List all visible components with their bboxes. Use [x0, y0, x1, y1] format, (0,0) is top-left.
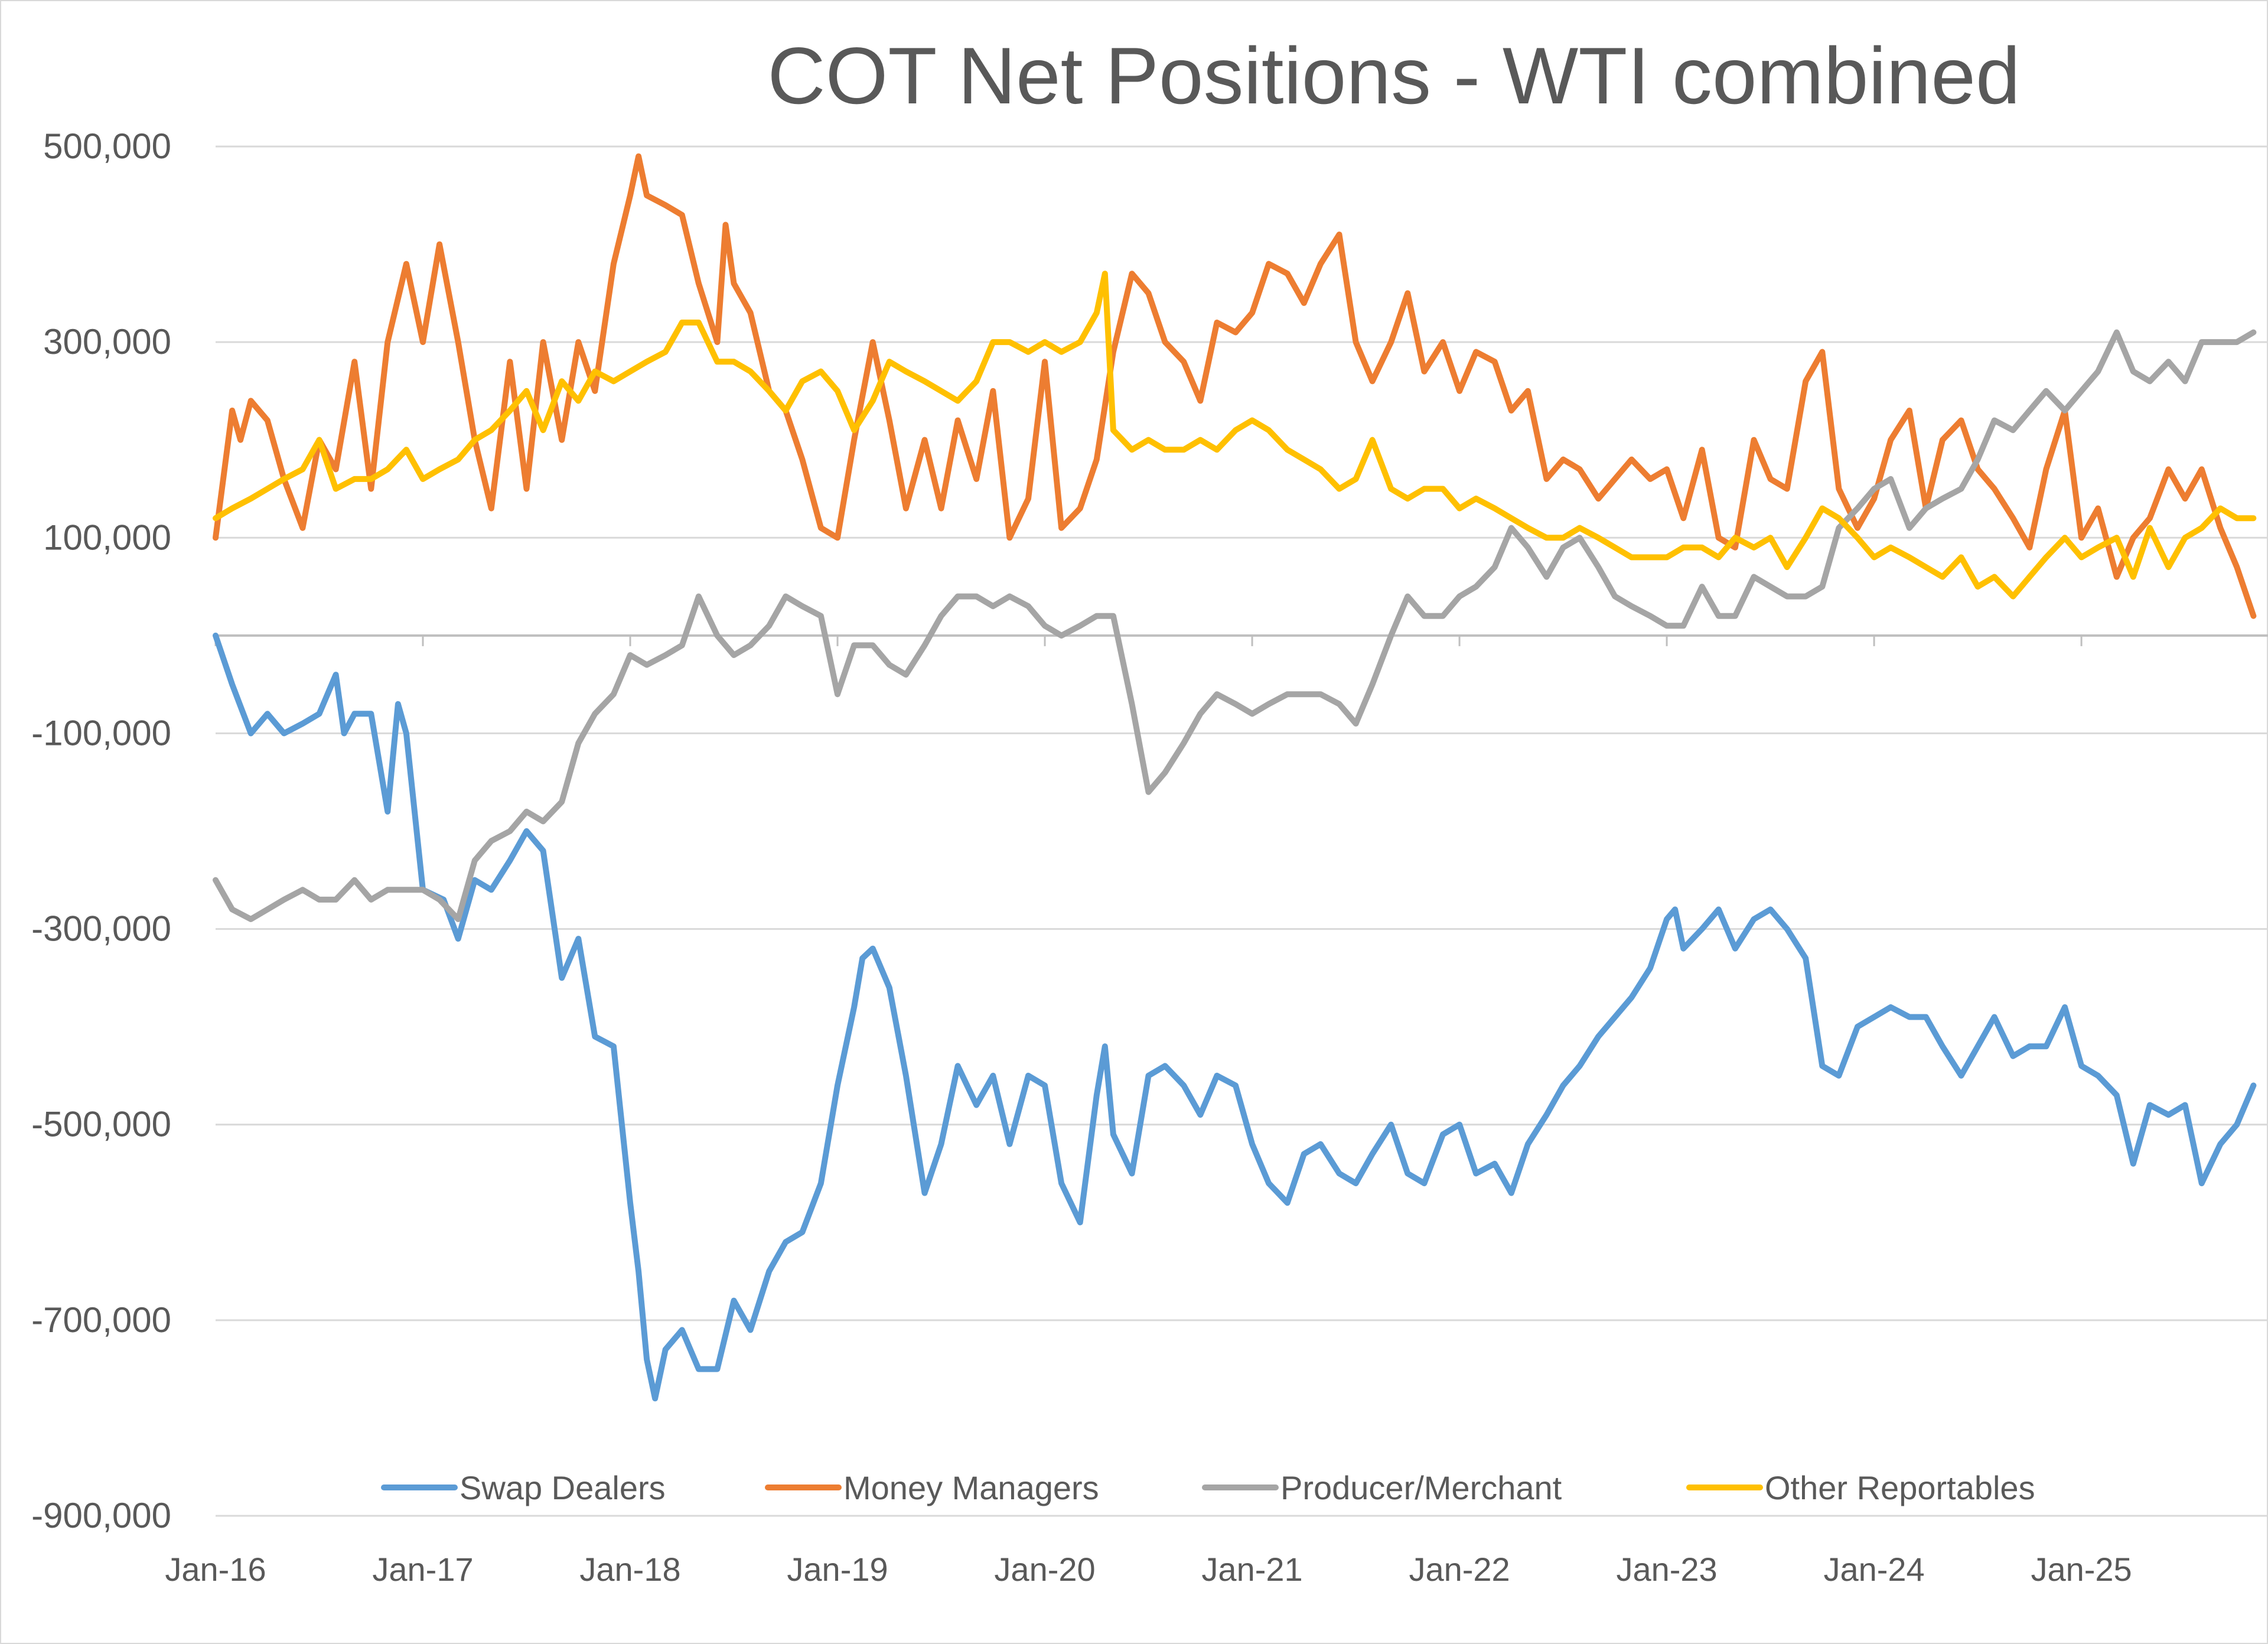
- gridlines: [214, 145, 2268, 1517]
- x-tick-label: Jan-23: [1616, 1551, 1717, 1588]
- x-tick-label: Jan-18: [579, 1551, 680, 1588]
- x-tick-label: Jan-25: [2031, 1551, 2132, 1588]
- legend-label: Money Managers: [843, 1469, 1099, 1506]
- y-axis: 500,000 300,000 100,000 -100,000 -300,000 -50…: [31, 126, 171, 1535]
- y-tick-label: -500,000: [31, 1105, 171, 1144]
- x-tick-label: Jan-24: [1823, 1551, 1924, 1588]
- legend-item: Other Reportables: [1686, 1469, 2035, 1506]
- y-tick-label: -700,000: [31, 1300, 171, 1340]
- x-tick-label: Jan-19: [787, 1551, 888, 1588]
- chart-title: COT Net Positions - WTI combined: [767, 31, 2020, 121]
- legend: Swap Dealers Money Managers Producer/Merch…: [381, 1469, 2035, 1506]
- y-tick-label: -300,000: [31, 909, 171, 949]
- series-line-swap-dealers: [213, 632, 2257, 1402]
- x-tick-label: Jan-16: [165, 1551, 266, 1588]
- y-tick-label: 100,000: [43, 517, 171, 557]
- y-tick-label: 300,000: [43, 322, 171, 362]
- x-tick-label: Jan-21: [1201, 1551, 1302, 1588]
- y-tick-label: -100,000: [31, 713, 171, 753]
- x-tick-label: Jan-22: [1409, 1551, 1510, 1588]
- legend-label: Other Reportables: [1765, 1469, 2035, 1506]
- series-line-other-reportables: [213, 271, 2257, 600]
- x-tick-label: Jan-17: [372, 1551, 473, 1588]
- legend-label: Producer/Merchant: [1280, 1469, 1562, 1506]
- y-tick-label: 500,000: [43, 126, 171, 166]
- legend-item: Producer/Merchant: [1202, 1469, 1562, 1506]
- series-lines: [213, 153, 2257, 1402]
- legend-item: Money Managers: [765, 1469, 1099, 1506]
- series-line-producer-merchant: [213, 329, 2257, 922]
- legend-label: Swap Dealers: [460, 1469, 666, 1506]
- legend-item: Swap Dealers: [381, 1469, 666, 1506]
- x-tick-label: Jan-20: [994, 1551, 1095, 1588]
- series-line-money-managers: [213, 153, 2257, 619]
- x-axis: Jan-16 Jan-17 Jan-18 Jan-19 Jan-20 Jan-21 Jan-…: [165, 1551, 2132, 1588]
- y-tick-label: -900,000: [31, 1496, 171, 1535]
